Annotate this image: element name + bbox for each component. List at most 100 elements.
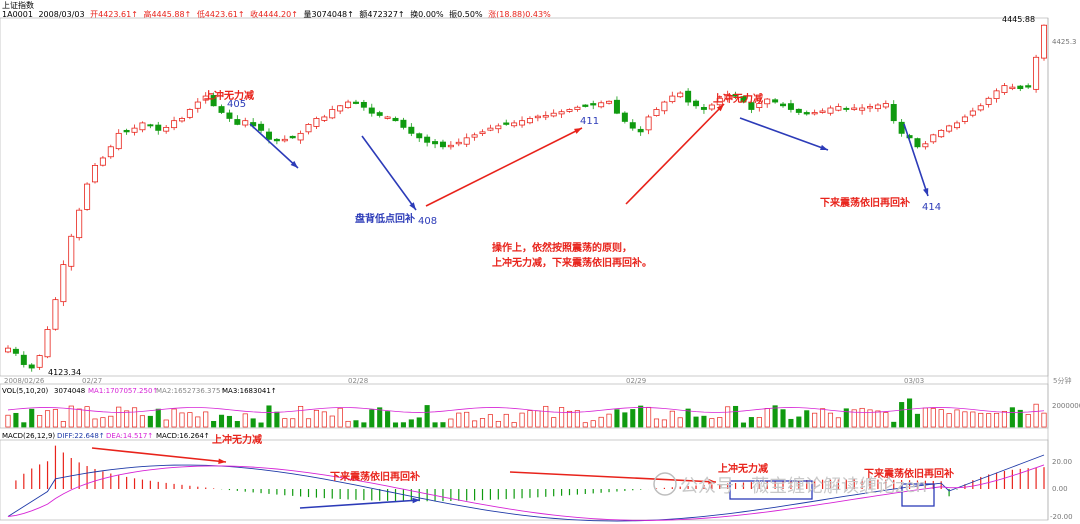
candle-body	[637, 128, 644, 133]
macd-dea: DEA:14.517↑	[106, 432, 153, 440]
volume-bar	[914, 413, 921, 428]
candle-body	[447, 144, 454, 148]
volume-bar	[416, 417, 422, 428]
volume-bar	[290, 418, 296, 428]
volume-bar	[883, 412, 889, 428]
candle-body	[273, 138, 280, 142]
down-arrow-3-head	[820, 144, 828, 151]
volume-bar	[313, 409, 319, 428]
volume-bar	[527, 410, 533, 428]
macd-annotation-2: 下来震荡依旧再回补	[330, 470, 420, 483]
candle-body	[748, 102, 755, 110]
date-tick-1: 02/27	[82, 377, 102, 385]
candle-body	[653, 109, 660, 116]
min-price-label: 4123.34	[48, 368, 81, 377]
macd-box-1	[729, 480, 813, 500]
candle-body	[44, 329, 51, 358]
volume-bar	[938, 409, 944, 428]
macd-arrow-3	[509, 471, 717, 483]
candle-body	[519, 120, 526, 126]
candle-body	[606, 100, 613, 104]
candle-body	[416, 133, 423, 139]
volume-bar	[962, 411, 968, 428]
volume-bar	[764, 408, 770, 428]
volume-bar	[464, 411, 470, 428]
wave-label-408: 408	[418, 216, 437, 227]
volume-bar	[305, 418, 312, 428]
vol-ma1: MA1:1707057.250↑	[88, 387, 158, 395]
wave-label-405: 405	[227, 99, 246, 110]
volume-bar	[472, 420, 478, 428]
annotation-rebuy-2: 下来震荡依旧再回补	[820, 196, 910, 209]
candle-body	[368, 107, 375, 114]
candle-body	[202, 95, 209, 101]
candle-body	[171, 120, 178, 129]
candle-body	[874, 104, 881, 110]
volume-bar	[258, 422, 264, 428]
candle-body	[52, 299, 59, 330]
volume-bar	[543, 405, 549, 428]
close-value: 收4444.20↑	[250, 10, 298, 19]
volume-bar	[748, 417, 754, 428]
volume-bar	[440, 422, 446, 428]
annotation-group	[91, 103, 935, 509]
volume-bar	[84, 406, 90, 428]
candle-body	[384, 116, 391, 119]
candle-body	[487, 127, 494, 131]
volume-bar	[922, 407, 928, 428]
volume-bar	[385, 411, 391, 428]
volume-bar	[361, 422, 367, 428]
candle-body	[526, 118, 533, 124]
candle-body	[392, 117, 399, 122]
volume-bar	[179, 412, 185, 428]
volume-bar	[1041, 412, 1047, 428]
code-label: 1A0001	[2, 10, 33, 19]
volume-bar	[867, 409, 873, 428]
up-arrow-2	[625, 103, 725, 205]
low-value: 低4423.61↑	[196, 10, 245, 19]
candle-body	[76, 209, 83, 239]
candle-body	[590, 103, 597, 106]
candle-body	[218, 106, 225, 113]
vol-ma3: MA3:1683041↑	[222, 387, 277, 395]
volume-bar	[1009, 407, 1015, 428]
candle-group	[5, 24, 1048, 372]
ohlc-info-bar: 1A0001 2008/03/03 开4423.61↑ 高4445.88↑ 低4…	[2, 9, 554, 20]
volume-bar	[250, 418, 256, 428]
candle-body	[732, 94, 739, 97]
candle-body	[819, 110, 826, 113]
candle-body	[107, 146, 114, 158]
candle-body	[867, 106, 874, 109]
candle-body	[12, 348, 19, 354]
candle-body	[210, 95, 217, 107]
candle-body	[360, 101, 367, 108]
vol-ma2: MA2:1652736.375↑	[156, 387, 226, 395]
candle-body	[258, 123, 265, 131]
volume-bar	[907, 398, 913, 428]
down-arrow-4	[903, 123, 929, 197]
date-tick-4: 03/03	[904, 377, 924, 385]
candle-body	[463, 137, 470, 145]
candle-body	[503, 122, 510, 125]
volume-bar	[709, 418, 715, 428]
watermark: 公众号 · 薇宝缠论解读缠论zen	[680, 476, 927, 497]
volume-bar	[424, 405, 430, 428]
turnover-value: 换0.00%	[410, 10, 444, 19]
volume-bar	[139, 415, 145, 428]
candle-body	[36, 355, 43, 368]
candle-body	[803, 112, 810, 115]
volume-bar	[978, 412, 984, 428]
volume-bar	[234, 421, 240, 428]
candle-body	[898, 121, 905, 134]
macd-tick-bot: -20.00	[1050, 513, 1073, 521]
macd-annotation-4: 下来震荡依旧再回补	[864, 467, 954, 480]
candle-body	[1033, 56, 1040, 90]
candle-body	[835, 106, 842, 111]
volume-bar	[899, 402, 905, 428]
volume-bar	[218, 414, 225, 428]
candle-body	[345, 101, 352, 109]
annotation-up-weak-1: 上冲无力减	[204, 89, 254, 102]
candle-body	[954, 122, 961, 129]
candle-body	[186, 109, 193, 118]
